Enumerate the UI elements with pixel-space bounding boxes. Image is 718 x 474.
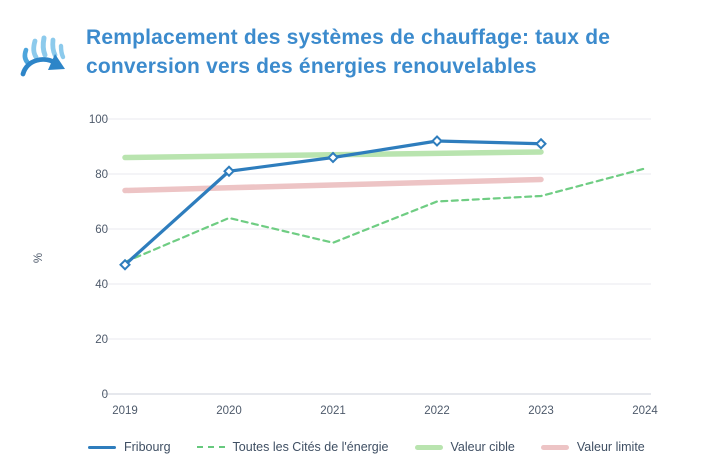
chart-header: Remplacement des systèmes de chauffage: …	[14, 22, 686, 84]
y-tick-label: 60	[95, 224, 108, 236]
legend-item-fribourg[interactable]: Fribourg	[88, 440, 171, 454]
page-title-line1: Remplacement des systèmes de chauffage: …	[86, 26, 611, 49]
data-point-marker	[223, 165, 235, 178]
legend-label: Toutes les Cités de l'énergie	[232, 440, 389, 454]
x-tick-label: 2020	[216, 405, 242, 417]
page-title: Remplacement des systèmes de chauffage: …	[86, 24, 686, 82]
flame-stroke-icon	[40, 35, 48, 58]
legend-item-valeur-limite-swatch-icon	[540, 444, 569, 450]
heat-conversion-icon	[20, 35, 66, 77]
x-tick-label: 2019	[112, 405, 138, 417]
y-tick-label: 100	[89, 114, 108, 126]
flame-stroke-icon	[22, 47, 31, 66]
legend-item-cites-energie-swatch-icon	[196, 446, 225, 448]
legend-item-valeur-cible-swatch-icon	[414, 444, 443, 450]
chart-legend: Fribourg Toutes les Cités de l'énergie Val…	[88, 440, 645, 454]
flame-stroke-icon	[31, 38, 39, 60]
x-tick-label: 2023	[528, 405, 554, 417]
legend-label: Fribourg	[124, 440, 171, 454]
conversion-arrowhead-icon	[48, 54, 65, 70]
legend-item-valeur-limite[interactable]: Valeur limite	[540, 440, 645, 454]
data-point-marker	[119, 258, 131, 271]
y-tick-label: 80	[95, 169, 108, 181]
page-title-line2: conversion vers des énergies renouvelabl…	[86, 54, 537, 78]
series-valeur-limite	[122, 176, 544, 194]
flame-stroke-icon	[58, 43, 66, 60]
legend-label: Valeur cible	[450, 440, 515, 454]
x-tick-label: 2022	[424, 405, 450, 417]
y-tick-label: 40	[95, 279, 108, 291]
x-tick-label: 2024	[632, 405, 658, 417]
data-point-marker	[431, 135, 443, 147]
series-toutes-les-cit-s-de-l-nergie	[123, 167, 647, 264]
data-point-marker	[327, 151, 339, 164]
x-tick-label: 2021	[320, 405, 346, 417]
legend-item-valeur-cible[interactable]: Valeur cible	[414, 440, 515, 454]
legend-item-fribourg-swatch-icon	[88, 445, 116, 449]
y-axis-label: %	[33, 253, 45, 263]
legend-label: Valeur limite	[576, 440, 645, 454]
legend-item-cites-energie[interactable]: Toutes les Cités de l'énergie	[196, 440, 389, 454]
y-tick-label: 20	[95, 334, 108, 346]
data-point-marker	[535, 137, 547, 150]
y-tick-label: 0	[102, 389, 108, 401]
flame-stroke-icon	[50, 37, 58, 58]
